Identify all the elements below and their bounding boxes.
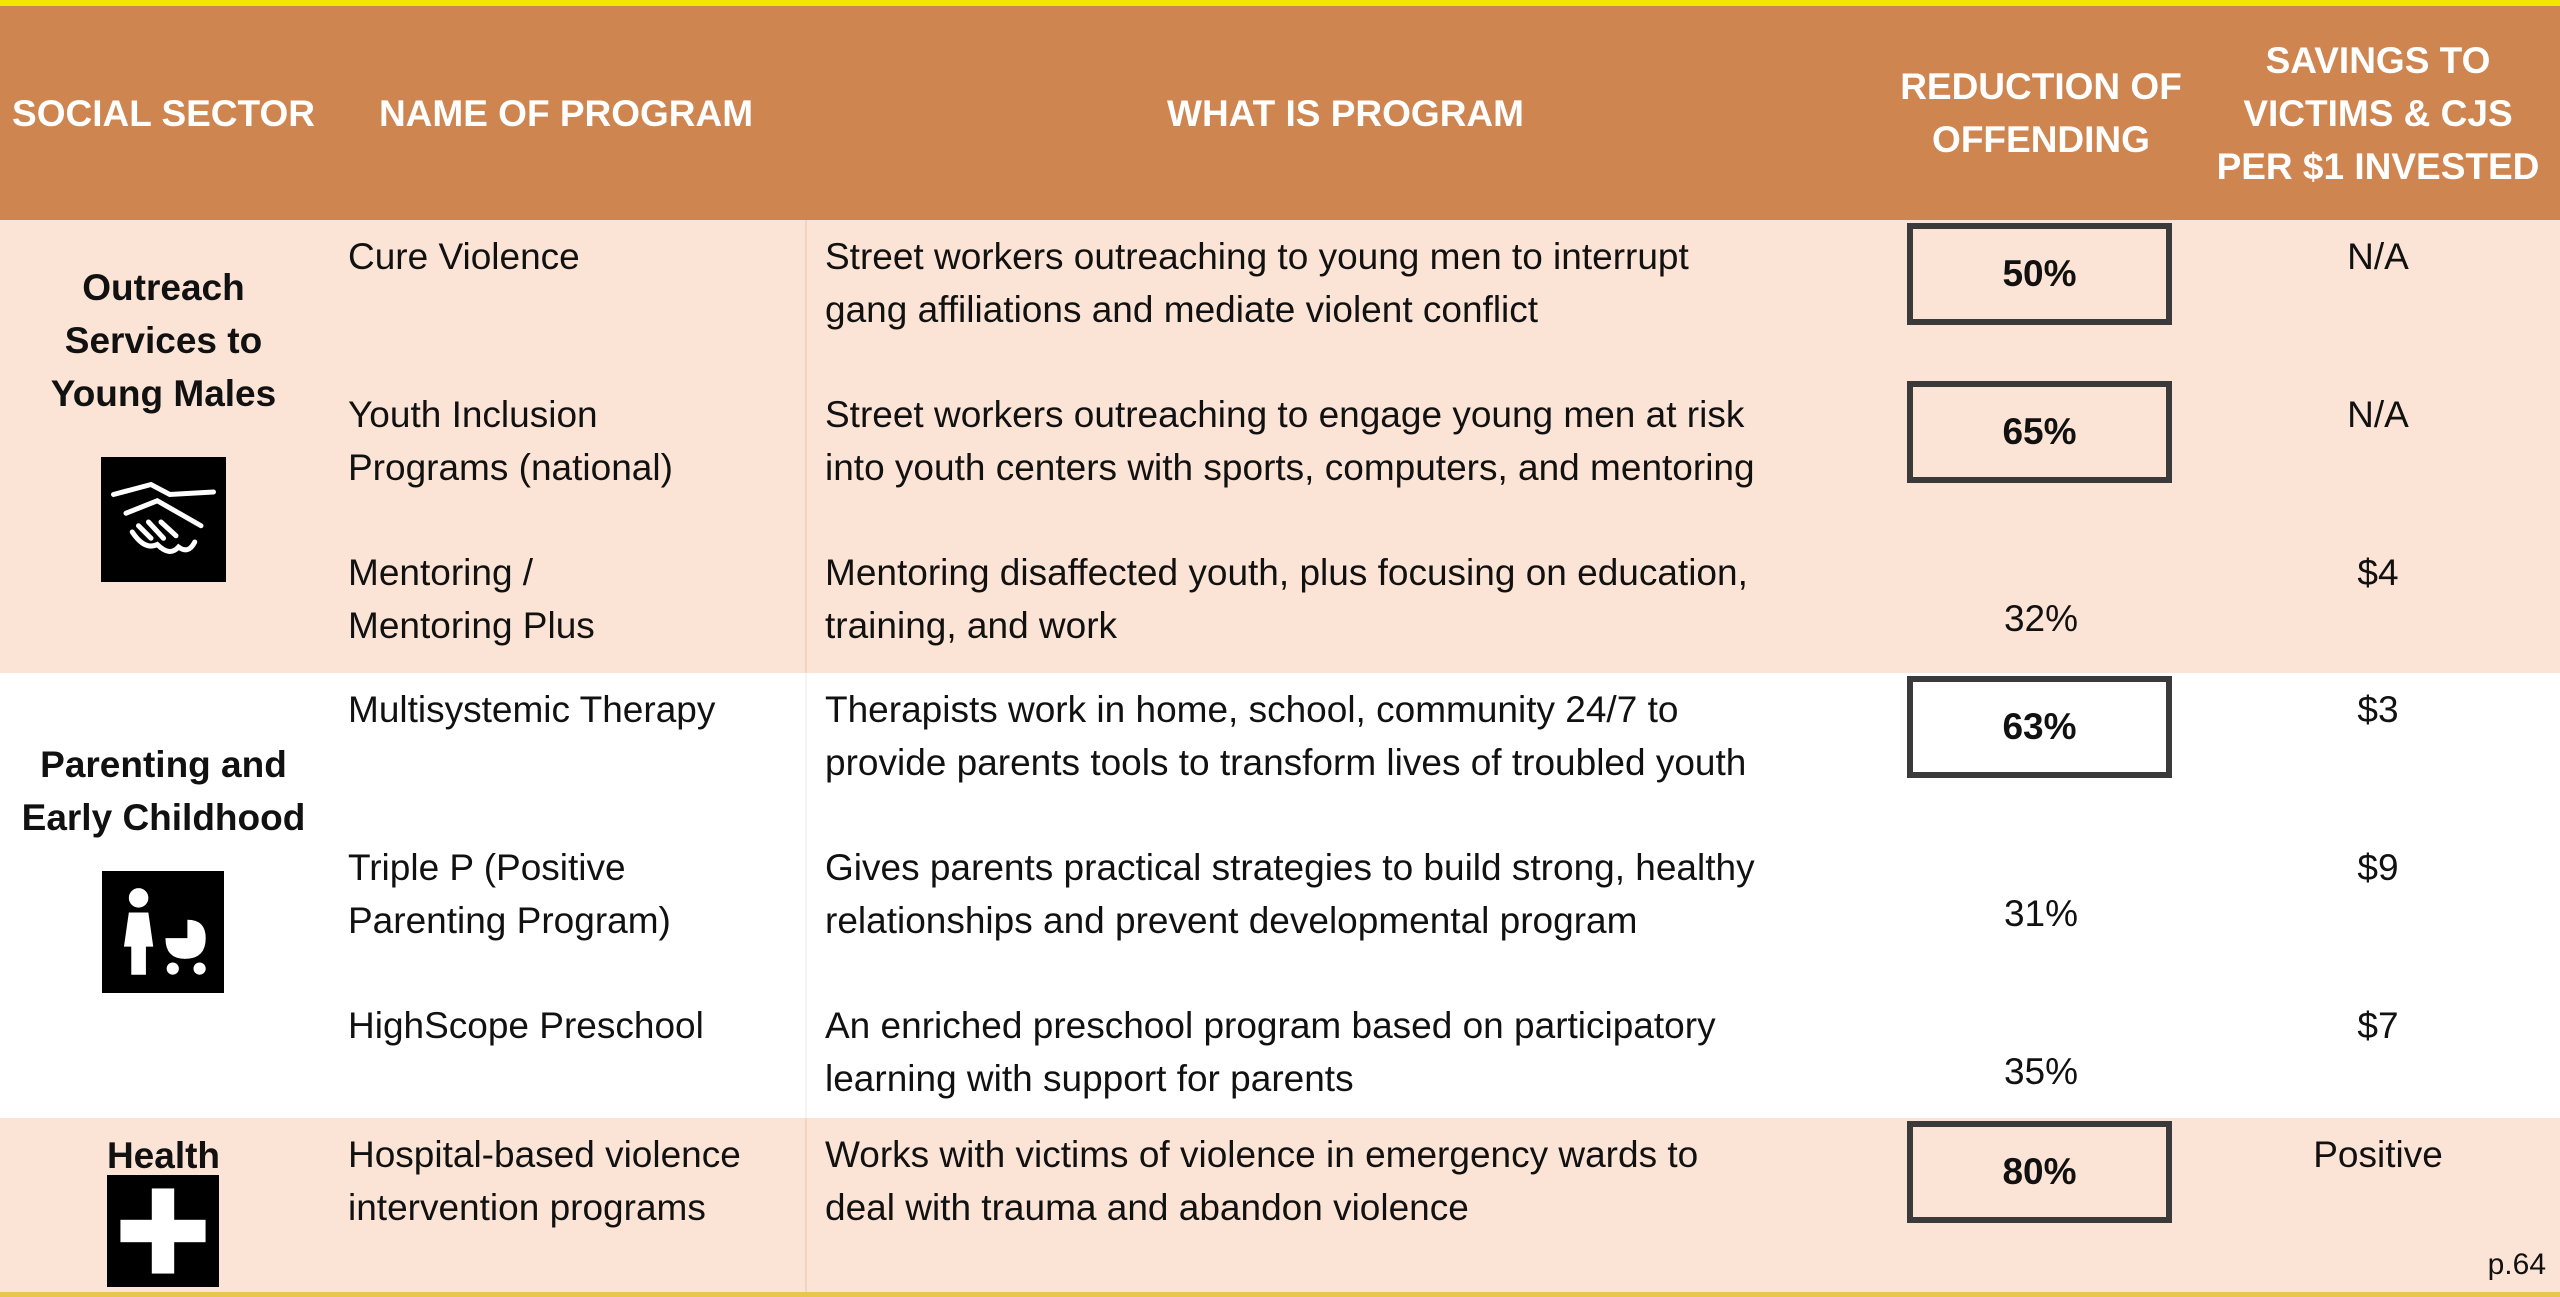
reduction-boxed: 65% <box>1907 381 2172 483</box>
sector-line: Parenting and <box>40 744 287 785</box>
description-line: deal with trauma and abandon violence <box>825 1187 1469 1228</box>
sector-line: Outreach <box>82 267 245 308</box>
group-band <box>0 673 2560 1118</box>
description-line: Therapists work in home, school, communi… <box>825 689 1679 730</box>
description-line: gang affiliations and mediate violent co… <box>825 289 1539 330</box>
description-line: Gives parents practical strategies to bu… <box>825 847 1755 888</box>
program-name: HighScope Preschool <box>348 999 704 1052</box>
savings: Positive <box>2313 1134 2443 1175</box>
description-line: Street workers outreaching to engage you… <box>825 394 1745 435</box>
name-line: Cure Violence <box>348 236 580 277</box>
sector-label: Outreach Services to Young Males <box>0 261 327 420</box>
group-band <box>0 220 2560 673</box>
sector-icon <box>100 457 226 582</box>
reduction-boxed: 63% <box>1907 676 2172 778</box>
column-header: SOCIAL SECTOR <box>0 6 327 220</box>
top-rule <box>0 0 2560 6</box>
savings: $9 <box>2357 847 2399 888</box>
savings: $7 <box>2357 1005 2399 1046</box>
name-line: Triple P (Positive <box>348 847 626 888</box>
program-description: Street workers outreaching to engage you… <box>825 388 1755 494</box>
name-line: Mentoring / <box>348 552 534 593</box>
name-line: HighScope Preschool <box>348 1005 704 1046</box>
name-line: Hospital-based violence <box>348 1134 741 1175</box>
sector-line: Health <box>106 1135 221 1176</box>
name-line: Multisystemic Therapy <box>348 689 716 730</box>
program-description: Street workers outreaching to young men … <box>825 230 1689 336</box>
savings: N/A <box>2347 394 2409 435</box>
reduction: 35% <box>2003 1051 2079 1092</box>
reduction-boxed: 80% <box>1907 1121 2172 1223</box>
program-description: An enriched preschool program based on p… <box>825 999 1716 1105</box>
bottom-rule <box>0 1292 2560 1297</box>
program-description: Therapists work in home, school, communi… <box>825 683 1746 789</box>
sector-line: Early Childhood <box>21 797 306 838</box>
name-line: Parenting Program) <box>348 900 671 941</box>
header-line: WHAT IS PROGRAM <box>1167 92 1524 134</box>
program-name: Triple P (Positive Parenting Program) <box>348 841 671 947</box>
sector-line: Services to <box>64 320 263 361</box>
reduction-boxed: 50% <box>1907 223 2172 325</box>
header-line: PER $1 INVESTED <box>2216 145 2540 187</box>
description-line: learning with support for parents <box>825 1058 1354 1099</box>
header-line: NAME OF PROGRAM <box>378 92 754 134</box>
header-line: SOCIAL SECTOR <box>12 92 315 134</box>
name-line: Youth Inclusion <box>348 394 598 435</box>
column-divider <box>805 220 807 673</box>
column-header: SAVINGS TO VICTIMS & CJS PER $1 INVESTED <box>2196 6 2560 220</box>
program-description: Works with victims of violence in emerge… <box>825 1128 1698 1234</box>
description-line: relationships and prevent developmental … <box>825 900 1638 941</box>
description-line: provide parents tools to transform lives… <box>825 742 1747 783</box>
sector-line: Young Males <box>50 373 277 414</box>
header-line: REDUCTION OF <box>1900 66 2182 107</box>
name-line: intervention programs <box>348 1187 706 1228</box>
description-line: into youth centers with sports, computer… <box>825 447 1755 488</box>
group-band <box>0 1118 2560 1292</box>
program-name: Cure Violence <box>348 230 580 283</box>
page-number: p.64 <box>2487 1248 2546 1281</box>
header-line: VICTIMS & CJS <box>2243 92 2513 134</box>
header-line: SAVINGS TO <box>2265 39 2491 81</box>
program-name: Youth Inclusion Programs (national) <box>348 388 673 494</box>
column-divider <box>805 673 807 1118</box>
sector-label: Health <box>0 1129 327 1182</box>
name-line: Programs (national) <box>348 447 673 488</box>
sector-label: Parenting and Early Childhood <box>0 738 327 844</box>
column-header: WHAT IS PROGRAM <box>805 6 1886 220</box>
savings: N/A <box>2347 236 2409 277</box>
program-description: Mentoring disaffected youth, plus focusi… <box>825 546 1748 652</box>
column-header: REDUCTION OF OFFENDING <box>1886 6 2196 220</box>
program-name: Hospital-based violence intervention prog… <box>348 1128 741 1234</box>
description-line: Works with victims of violence in emerge… <box>825 1134 1699 1175</box>
column-header: NAME OF PROGRAM <box>327 6 805 220</box>
reduction: 32% <box>2003 598 2079 639</box>
program-name: Multisystemic Therapy <box>348 683 715 736</box>
program-description: Gives parents practical strategies to bu… <box>825 841 1755 947</box>
header-band <box>0 6 2560 220</box>
reduction: 31% <box>2003 893 2079 934</box>
description-line: An enriched preschool program based on p… <box>825 1005 1716 1046</box>
sector-icon <box>107 1175 219 1287</box>
name-line: Mentoring Plus <box>348 605 595 646</box>
sector-icon <box>102 871 224 993</box>
savings: $3 <box>2357 689 2399 730</box>
description-line: Mentoring disaffected youth, plus focusi… <box>825 552 1748 593</box>
program-name: Mentoring / Mentoring Plus <box>348 546 595 652</box>
column-divider <box>805 1118 807 1292</box>
savings: $4 <box>2357 552 2399 593</box>
description-line: Street workers outreaching to young men … <box>825 236 1689 277</box>
header-line: OFFENDING <box>1932 119 2150 160</box>
description-line: training, and work <box>825 605 1118 646</box>
